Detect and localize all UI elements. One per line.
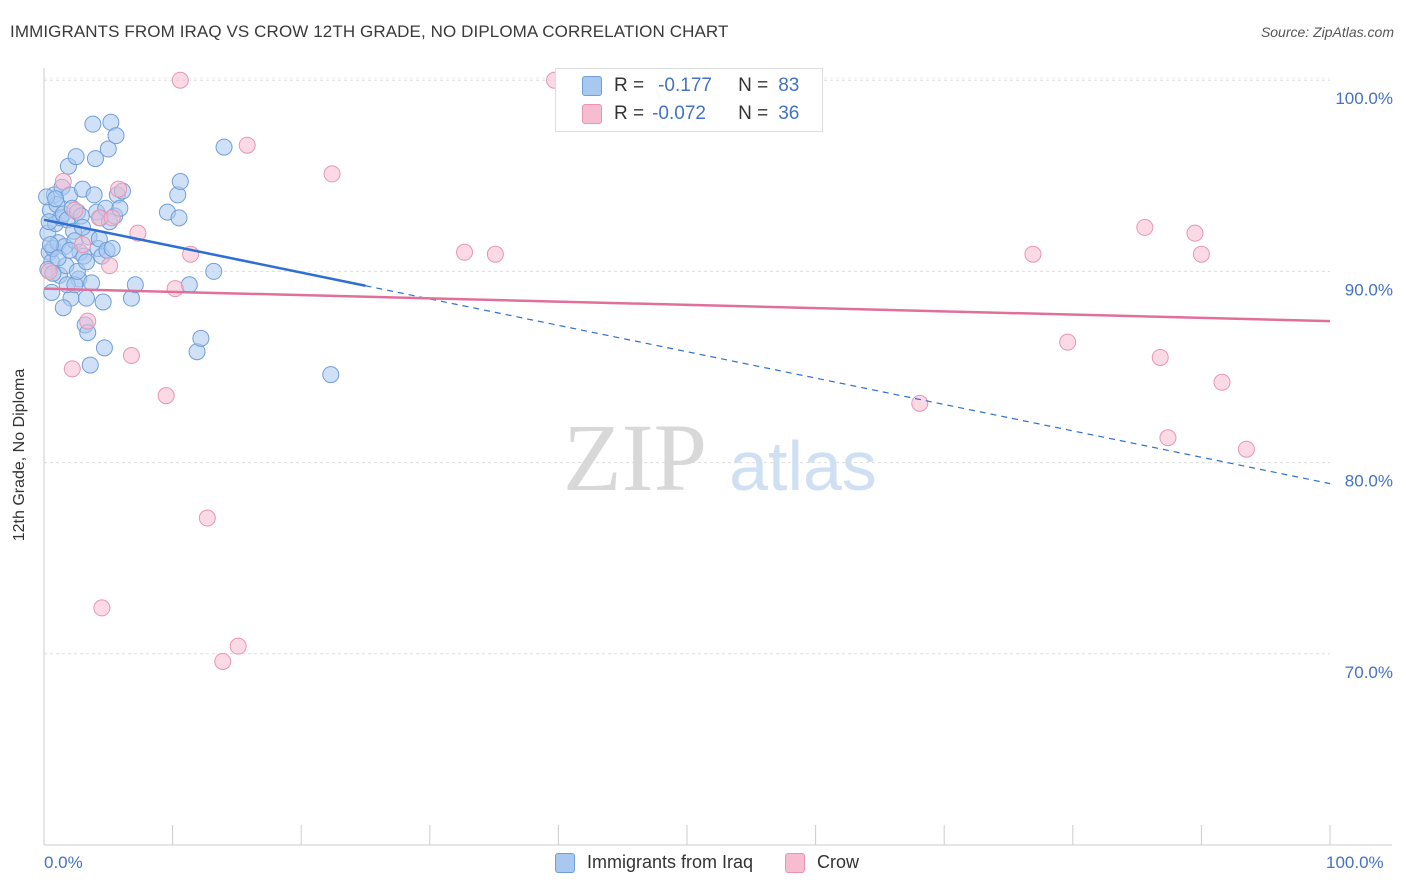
- point-iraq: [322, 366, 340, 384]
- legend-r-label: R =: [614, 103, 645, 124]
- y-tick-label: 100.0%: [1335, 89, 1393, 108]
- point-crow: [323, 165, 341, 183]
- point-crow: [93, 599, 111, 617]
- legend-r-label: R =: [614, 75, 645, 96]
- source-label: Source: ZipAtlas.com: [1260, 24, 1394, 40]
- point-crow: [110, 180, 128, 198]
- point-crow: [214, 652, 232, 670]
- series-legend-item-iraq: Immigrants from Iraq: [555, 852, 753, 873]
- point-crow: [198, 509, 216, 527]
- series-legend-label: Immigrants from Iraq: [587, 852, 754, 872]
- point-iraq: [67, 148, 85, 166]
- point-crow: [171, 71, 189, 89]
- point-iraq: [43, 283, 61, 301]
- watermark-atlas: atlas: [729, 427, 877, 505]
- point-crow: [122, 347, 140, 365]
- point-crow: [40, 262, 58, 280]
- point-crow: [74, 236, 92, 254]
- y-tick-label: 70.0%: [1345, 663, 1393, 682]
- point-crow: [229, 637, 247, 655]
- point-iraq: [47, 190, 65, 208]
- x-tick-label-min: 0.0%: [44, 853, 83, 872]
- point-crow: [101, 257, 119, 275]
- point-crow: [66, 201, 84, 219]
- data-points: [38, 71, 1255, 670]
- point-crow: [79, 312, 97, 330]
- point-crow: [166, 280, 184, 298]
- point-iraq: [215, 138, 233, 156]
- legend-swatch-iraq: [582, 76, 602, 96]
- point-iraq: [171, 173, 189, 191]
- legend-n-label: N =: [738, 103, 769, 124]
- legend-n-value: 36: [778, 103, 800, 124]
- point-crow: [456, 243, 474, 261]
- point-iraq: [85, 186, 103, 204]
- legend-r-value: -0.177: [658, 75, 712, 96]
- point-iraq: [99, 140, 117, 158]
- point-crow: [103, 209, 121, 227]
- y-tick-label: 80.0%: [1345, 472, 1393, 491]
- legend-n-value: 83: [778, 75, 800, 96]
- legend-n-label: N =: [738, 75, 769, 96]
- legend-r-value: -0.072: [652, 103, 706, 124]
- watermark-zip: ZIP: [563, 404, 707, 511]
- point-crow: [486, 245, 504, 263]
- point-crow: [63, 360, 81, 378]
- point-iraq: [103, 239, 121, 257]
- point-iraq: [41, 236, 59, 254]
- point-iraq: [192, 329, 210, 347]
- point-iraq: [126, 276, 144, 294]
- point-crow: [157, 387, 175, 405]
- trend-line-iraq: [43, 218, 366, 287]
- point-crow: [1192, 245, 1210, 263]
- point-iraq: [95, 339, 113, 357]
- point-crow: [1024, 245, 1042, 263]
- point-crow: [1059, 333, 1077, 351]
- point-iraq: [205, 262, 223, 280]
- point-crow: [1136, 218, 1154, 236]
- legend-swatch-crow: [582, 104, 602, 124]
- point-iraq: [81, 356, 99, 374]
- point-iraq: [180, 276, 198, 294]
- y-tick-label: 90.0%: [1345, 280, 1393, 299]
- y-tick-labels: 70.0% 80.0% 90.0% 100.0%: [1335, 89, 1393, 682]
- watermark: ZIP atlas: [563, 404, 877, 511]
- grid-lines: [44, 77, 1330, 655]
- point-crow: [1213, 373, 1231, 391]
- trend-lines: [43, 218, 1331, 485]
- point-crow: [1186, 224, 1204, 242]
- point-iraq: [54, 299, 72, 317]
- point-crow: [1237, 440, 1255, 458]
- point-iraq: [77, 253, 95, 271]
- point-crow: [238, 136, 256, 154]
- point-iraq: [77, 289, 95, 307]
- point-crow: [1151, 348, 1169, 366]
- series-legend-item-crow: Crow: [785, 852, 859, 873]
- series-swatch-crow: [785, 852, 806, 873]
- x-tick-label-max: 100.0%: [1326, 853, 1384, 872]
- series-legend-label: Crow: [817, 852, 860, 872]
- legend-row-iraq: R = -0.177 N = 83: [556, 73, 799, 99]
- point-iraq: [94, 293, 112, 311]
- series-swatch-iraq: [555, 852, 575, 873]
- y-axis-label: 12th Grade, No Diploma: [11, 368, 28, 542]
- point-iraq: [86, 150, 104, 168]
- axes: [43, 68, 1392, 846]
- point-crow: [911, 394, 929, 412]
- correlation-legend: R = -0.177 N = 83 R = -0.072 N = 36: [555, 68, 823, 132]
- point-crow: [1159, 429, 1177, 447]
- chart-title: IMMIGRANTS FROM IRAQ VS CROW 12TH GRADE,…: [10, 22, 729, 41]
- trend-line-crow: [43, 287, 1331, 323]
- point-crow: [54, 173, 72, 191]
- point-iraq: [170, 209, 188, 227]
- series-legend: Immigrants from Iraq Crow: [555, 852, 891, 873]
- point-iraq: [84, 115, 102, 133]
- legend-row-crow: R = -0.072 N = 36: [556, 101, 799, 127]
- point-iraq: [107, 127, 125, 145]
